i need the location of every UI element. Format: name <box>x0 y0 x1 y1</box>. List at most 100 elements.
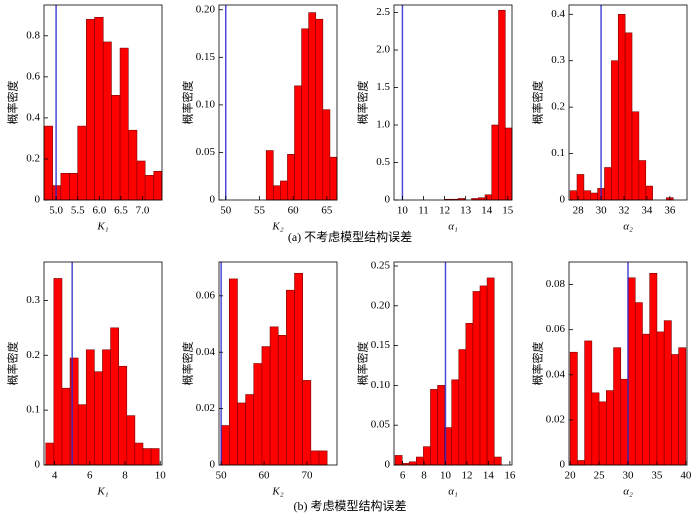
bar <box>245 394 255 466</box>
bar <box>423 446 431 466</box>
y-tick-label: 0 <box>560 194 566 206</box>
bar <box>394 455 403 466</box>
bar <box>272 185 281 201</box>
y-tick-label: 0 <box>385 459 391 471</box>
y-axis-label: 概率密度 <box>6 342 20 386</box>
bar <box>253 363 263 466</box>
bar <box>220 425 230 466</box>
x-tick-label: 10 <box>155 470 167 482</box>
y-tick-label: 0.2 <box>26 349 40 361</box>
y-tick-label: 0 <box>210 194 216 206</box>
x-axis-label: α₂ <box>623 486 633 498</box>
plot-frame <box>218 261 338 466</box>
y-tick-label: 0 <box>210 459 216 471</box>
x-tick-label: 6 <box>87 470 93 482</box>
bar <box>60 173 70 201</box>
x-tick-label: 10 <box>440 470 452 482</box>
x-tick-label: 15 <box>502 205 514 217</box>
y-tick-label: 0 <box>35 459 41 471</box>
y-tick-label: 0.3 <box>551 54 565 66</box>
bar <box>150 448 160 466</box>
plot-frame <box>43 4 163 201</box>
bar <box>465 322 474 466</box>
bar <box>569 351 578 466</box>
bar <box>142 448 152 466</box>
bar <box>437 385 445 466</box>
bar <box>102 349 111 466</box>
x-tick-label: 70 <box>301 470 313 482</box>
y-axis-label: 概率密度 <box>531 342 545 386</box>
y-tick-label: 0.20 <box>196 3 216 15</box>
bar <box>111 95 121 201</box>
x-tick-label: 40 <box>680 470 692 482</box>
bar <box>86 19 95 201</box>
x-tick-label: 6.0 <box>92 205 106 217</box>
x-tick-label: 65 <box>321 205 333 217</box>
x-tick-label: 30 <box>596 205 608 217</box>
bar <box>591 392 600 466</box>
y-tick-label: 0.15 <box>196 51 216 63</box>
x-tick-label: 7.0 <box>136 205 150 217</box>
bar <box>277 335 287 466</box>
y-tick-label: 0.1 <box>26 404 40 416</box>
y-tick-label: 0.04 <box>196 346 216 358</box>
x-tick-label: 50 <box>216 470 228 482</box>
bar <box>127 129 138 201</box>
x-tick-label: 5.5 <box>71 205 85 217</box>
bar <box>77 125 87 201</box>
bar <box>416 456 424 466</box>
y-tick-label: 0.4 <box>26 111 40 123</box>
x-tick-label: 55 <box>254 205 266 217</box>
bar <box>77 404 87 466</box>
bar <box>265 150 274 201</box>
y-tick-label: 0.2 <box>26 152 40 164</box>
y-tick-label: 0.04 <box>546 368 566 380</box>
bar <box>269 326 279 466</box>
y-tick-label: 0.20 <box>371 299 391 311</box>
x-tick-label: 6.5 <box>114 205 128 217</box>
bar <box>472 291 481 466</box>
x-tick-label: 8 <box>122 470 128 482</box>
x-axis-label: K₂ <box>271 486 283 498</box>
plot-frame <box>568 4 688 201</box>
bar <box>642 333 650 466</box>
bar <box>308 12 317 201</box>
bar <box>569 190 578 201</box>
bar <box>286 289 295 466</box>
bar <box>318 450 328 466</box>
y-tick-label: 0 <box>35 194 41 206</box>
bar <box>611 60 619 201</box>
y-axis-label: 概率密度 <box>181 342 195 386</box>
x-axis-label: K₂ <box>271 221 283 233</box>
bar <box>61 387 71 466</box>
bar <box>484 194 493 201</box>
bar <box>287 154 295 201</box>
x-axis-label: α₁ <box>448 221 458 233</box>
bar <box>144 175 155 201</box>
x-tick-label: 32 <box>618 205 629 217</box>
bar <box>631 111 640 201</box>
plot-frame <box>393 261 513 466</box>
y-tick-label: 2.5 <box>376 6 390 18</box>
bar <box>315 18 324 201</box>
x-tick-label: 11 <box>418 205 429 217</box>
x-tick-label: 36 <box>664 205 676 217</box>
y-tick-label: 0.05 <box>371 419 391 431</box>
x-tick-label: 4 <box>52 470 58 482</box>
bar <box>43 125 53 201</box>
y-tick-label: 0 <box>560 459 566 471</box>
y-tick-label: 0.8 <box>26 29 40 41</box>
bar <box>69 173 79 201</box>
x-tick-label: 34 <box>641 205 653 217</box>
histogram-panel: 28 30 32 34 36 0 0.1 0.2 0.3 0.4 α₂ 概率密度 <box>531 4 688 233</box>
histogram-panel: 6 8 10 12 14 16 0 0.05 0.10 0.15 0.20 0.25 α₁ 概率密度 <box>356 260 516 498</box>
bar <box>45 442 55 466</box>
y-tick-label: 1.5 <box>376 81 390 93</box>
histogram-panel: 20 25 30 35 40 0 0.02 0.04 0.06 0.08 α₂ 概率密度 <box>531 261 692 498</box>
y-tick-label: 0.1 <box>551 147 565 159</box>
histogram-panel: 4 6 8 10 0 0.1 0.2 0.3 K₁ 概率密度 <box>6 261 167 498</box>
x-tick-label: 12 <box>439 205 450 217</box>
caption: (b) 考虑模型结构误差 <box>294 498 407 513</box>
bar <box>408 461 417 466</box>
